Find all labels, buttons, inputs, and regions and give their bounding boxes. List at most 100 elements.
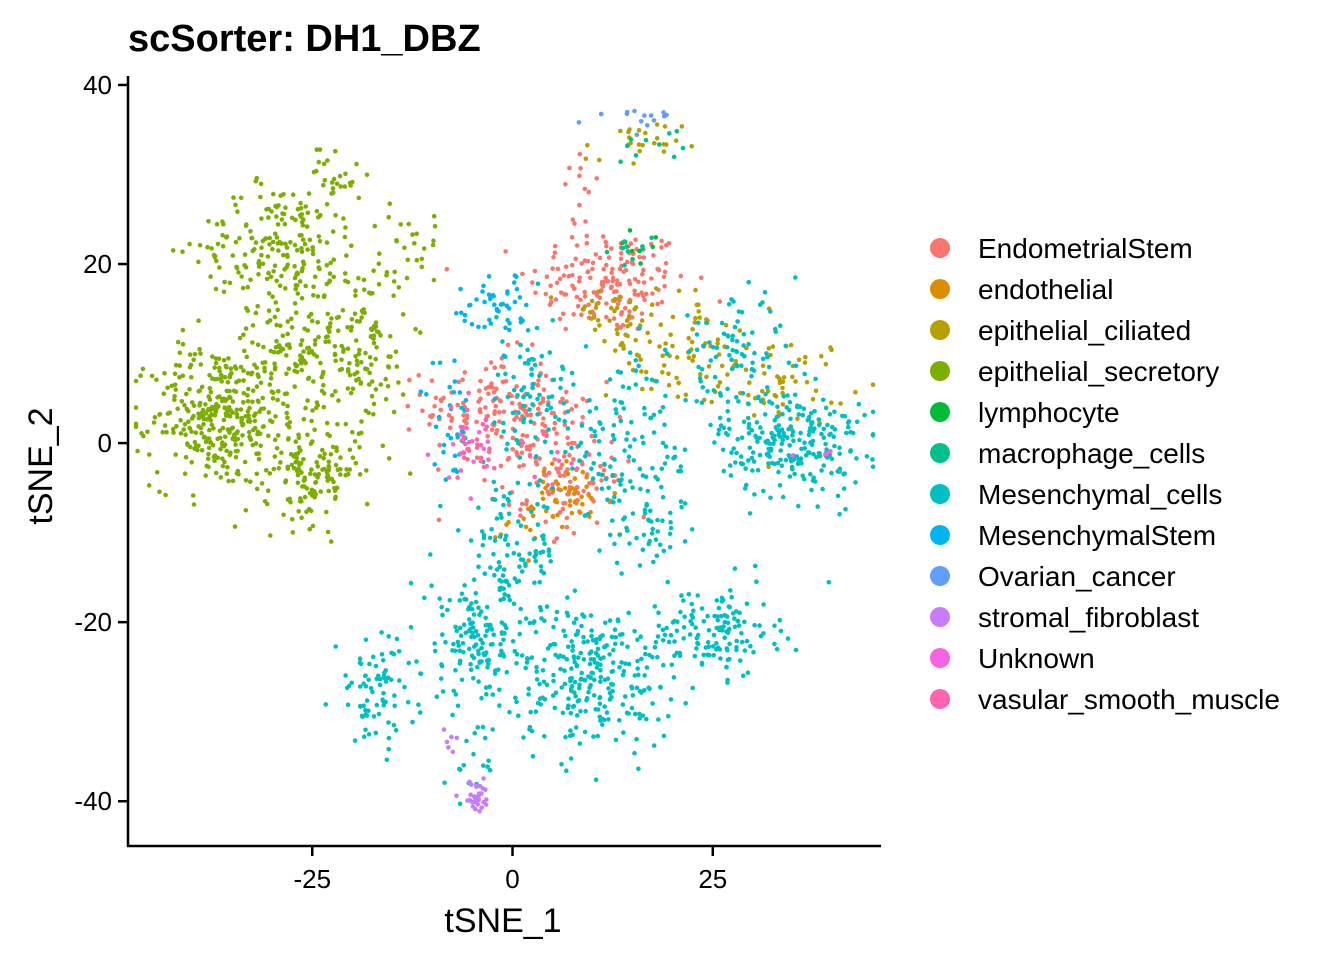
- data-point: [575, 631, 580, 636]
- data-point: [706, 653, 712, 658]
- data-point: [636, 766, 641, 772]
- data-point: [326, 467, 332, 473]
- series-EndometrialStem: [405, 151, 723, 545]
- data-point: [563, 182, 568, 187]
- data-point: [209, 246, 214, 251]
- legend-label: Mesenchymal_cells: [978, 479, 1222, 510]
- data-point: [268, 376, 274, 381]
- data-point: [233, 366, 239, 371]
- data-point: [262, 368, 268, 374]
- data-point: [494, 516, 500, 521]
- data-point: [809, 442, 815, 448]
- data-point: [433, 395, 439, 401]
- data-point: [535, 412, 540, 417]
- data-point: [595, 318, 601, 323]
- data-point: [325, 311, 331, 317]
- data-point: [514, 540, 520, 546]
- data-point: [837, 511, 842, 517]
- data-point: [306, 345, 312, 351]
- data-point: [519, 653, 525, 658]
- data-point: [649, 302, 655, 308]
- data-point: [561, 401, 567, 406]
- data-point: [659, 245, 664, 250]
- data-point: [333, 389, 338, 394]
- data-point: [324, 263, 330, 268]
- data-point: [431, 213, 437, 219]
- data-point: [808, 411, 814, 416]
- data-point: [231, 195, 236, 200]
- data-point: [527, 407, 532, 412]
- data-point: [205, 456, 211, 462]
- data-point: [694, 347, 700, 353]
- data-point: [298, 342, 304, 348]
- data-point: [242, 263, 247, 268]
- data-point: [745, 670, 751, 676]
- data-point: [273, 345, 279, 350]
- data-point: [678, 499, 684, 504]
- data-point: [373, 730, 379, 736]
- data-point: [575, 490, 581, 496]
- data-point: [583, 344, 589, 349]
- data-point: [742, 648, 748, 653]
- data-point: [189, 375, 194, 380]
- data-point: [637, 466, 643, 472]
- data-point: [582, 453, 588, 459]
- data-point: [594, 640, 599, 645]
- data-point: [813, 388, 819, 394]
- data-point: [640, 547, 646, 553]
- data-point: [534, 664, 539, 670]
- data-point: [468, 538, 474, 543]
- data-point: [570, 283, 575, 289]
- data-point: [755, 467, 761, 473]
- data-point: [756, 395, 761, 401]
- data-point: [726, 417, 731, 423]
- data-point: [593, 650, 599, 656]
- data-point: [518, 606, 523, 612]
- data-point: [612, 491, 618, 496]
- data-point: [642, 507, 648, 513]
- data-point: [310, 523, 316, 529]
- data-point: [489, 381, 494, 386]
- data-point: [734, 450, 739, 456]
- data-point: [310, 408, 315, 413]
- data-point: [533, 459, 539, 465]
- data-point: [788, 416, 793, 422]
- data-point: [353, 288, 358, 294]
- data-point: [391, 279, 397, 284]
- data-point: [622, 448, 627, 453]
- data-point: [804, 379, 810, 385]
- data-point: [497, 419, 502, 424]
- data-point: [649, 235, 654, 241]
- data-point: [837, 451, 842, 457]
- data-point: [334, 181, 340, 187]
- data-point: [383, 396, 389, 402]
- data-point: [527, 454, 533, 459]
- data-point: [577, 278, 582, 284]
- data-point: [371, 412, 376, 417]
- data-point: [363, 727, 368, 733]
- data-point: [312, 342, 318, 347]
- data-point: [645, 123, 650, 128]
- data-point: [491, 551, 496, 557]
- data-point: [831, 434, 836, 440]
- data-point: [628, 137, 634, 142]
- data-point: [619, 571, 624, 576]
- data-point: [506, 593, 511, 599]
- data-point: [543, 519, 548, 525]
- data-point: [577, 458, 582, 464]
- data-point: [269, 371, 274, 376]
- data-point: [590, 476, 596, 481]
- data-point: [257, 409, 262, 415]
- data-point: [807, 450, 812, 456]
- data-point: [250, 388, 256, 394]
- data-point: [641, 532, 647, 538]
- data-point: [490, 496, 496, 502]
- data-point: [356, 351, 362, 357]
- data-point: [719, 320, 725, 326]
- data-point: [133, 424, 139, 430]
- data-point: [579, 261, 584, 266]
- data-point: [662, 124, 668, 129]
- data-point: [622, 262, 627, 268]
- legend-label: MesenchymalStem: [978, 520, 1216, 551]
- data-point: [363, 707, 368, 713]
